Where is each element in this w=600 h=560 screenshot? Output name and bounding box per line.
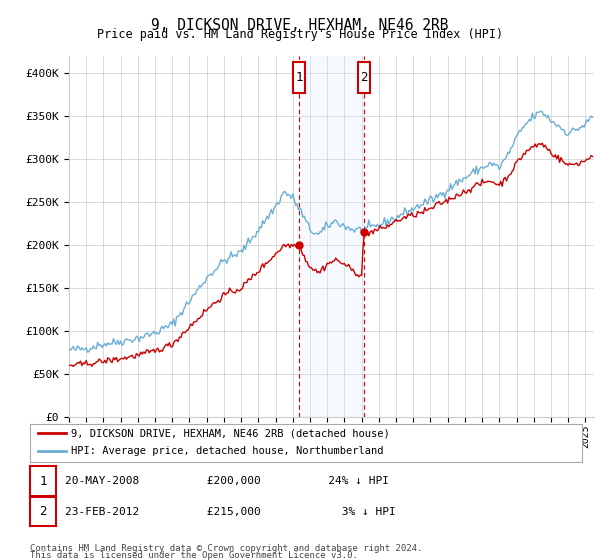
Text: 2: 2 [360, 71, 368, 84]
Text: Contains HM Land Registry data © Crown copyright and database right 2024.: Contains HM Land Registry data © Crown c… [30, 544, 422, 553]
Text: 9, DICKSON DRIVE, HEXHAM, NE46 2RB (detached house): 9, DICKSON DRIVE, HEXHAM, NE46 2RB (deta… [71, 428, 390, 438]
Text: 9, DICKSON DRIVE, HEXHAM, NE46 2RB: 9, DICKSON DRIVE, HEXHAM, NE46 2RB [151, 18, 449, 33]
Text: 20-MAY-2008          £200,000          24% ↓ HPI: 20-MAY-2008 £200,000 24% ↓ HPI [65, 476, 389, 486]
Text: Price paid vs. HM Land Registry's House Price Index (HPI): Price paid vs. HM Land Registry's House … [97, 28, 503, 41]
Text: 1: 1 [296, 71, 303, 84]
FancyBboxPatch shape [293, 62, 305, 93]
Text: This data is licensed under the Open Government Licence v3.0.: This data is licensed under the Open Gov… [30, 551, 358, 560]
Text: HPI: Average price, detached house, Northumberland: HPI: Average price, detached house, Nort… [71, 446, 384, 456]
Text: 1: 1 [39, 474, 47, 488]
Text: 23-FEB-2012          £215,000            3% ↓ HPI: 23-FEB-2012 £215,000 3% ↓ HPI [65, 507, 395, 517]
FancyBboxPatch shape [358, 62, 370, 93]
Text: 2: 2 [39, 505, 47, 519]
Bar [299, 56, 364, 417]
